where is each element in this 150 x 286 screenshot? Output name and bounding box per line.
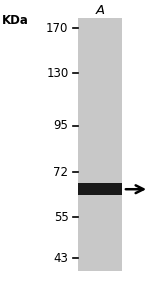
Text: 170: 170 — [46, 21, 69, 35]
Text: 55: 55 — [54, 211, 69, 224]
Text: 130: 130 — [46, 67, 69, 80]
Text: 95: 95 — [54, 119, 69, 132]
Text: A: A — [96, 4, 105, 17]
Bar — [78, 183, 122, 195]
Text: 72: 72 — [54, 166, 69, 178]
Bar — [78, 19, 122, 271]
Text: 43: 43 — [54, 252, 69, 265]
Text: KDa: KDa — [2, 14, 29, 27]
